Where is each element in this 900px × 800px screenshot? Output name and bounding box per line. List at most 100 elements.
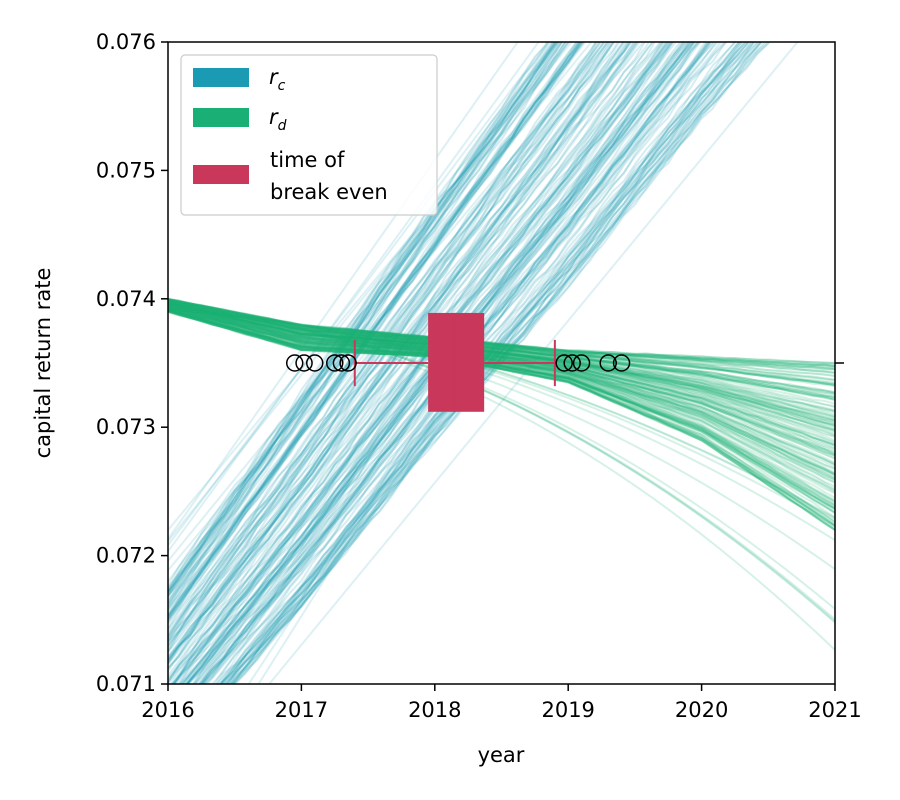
series-line [168, 300, 835, 395]
series-line [173, 42, 668, 684]
series-line [186, 42, 684, 684]
series-line [168, 304, 835, 458]
x-tick-label: 2021 [808, 698, 861, 722]
series-line [215, 42, 742, 684]
series-line [168, 42, 564, 606]
series-line [197, 42, 710, 684]
y-tick-label: 0.073 [96, 415, 156, 439]
series-line [168, 42, 599, 633]
series-line [168, 309, 835, 515]
series-line [179, 42, 690, 684]
series-line [168, 42, 570, 604]
series-line [229, 42, 767, 684]
boxplot-outlier [305, 354, 324, 372]
series-line [168, 42, 601, 639]
series-line [168, 42, 633, 665]
series-line [168, 42, 557, 595]
series-line [168, 302, 835, 427]
series-line [168, 299, 835, 386]
series-line [168, 309, 835, 519]
series-line [168, 297, 835, 364]
series-line [168, 299, 835, 381]
series-line [168, 304, 835, 456]
series-line [204, 42, 719, 684]
series-line [221, 42, 747, 684]
boxplot-outlier [285, 354, 304, 372]
series-line [194, 42, 702, 684]
series-line [193, 42, 710, 684]
series-line [168, 42, 564, 597]
series-line [168, 305, 835, 475]
series-rc-outlier-line [267, 42, 799, 684]
series-line [168, 42, 616, 652]
series-line [168, 42, 598, 630]
series-rc-outlier-line [257, 42, 665, 684]
series-line [168, 42, 632, 662]
series-line [219, 42, 748, 684]
series-rc-outlier-line [168, 42, 519, 540]
boxplot-outlier [563, 354, 581, 372]
series-line [168, 298, 835, 374]
series-line [168, 302, 835, 422]
series-line [168, 308, 835, 510]
series-line [168, 308, 835, 510]
legend-rc-swatch [193, 68, 249, 87]
series-line [168, 298, 835, 364]
series-line [168, 306, 835, 476]
series-line [168, 42, 625, 653]
series-line [168, 302, 835, 431]
series-line [219, 42, 741, 684]
series-line [168, 302, 835, 433]
series-line [168, 42, 650, 668]
series-line [168, 301, 835, 396]
series-line [168, 302, 835, 413]
series-line [168, 309, 835, 531]
series-line [168, 299, 835, 384]
series-rc-outlier-line [201, 42, 748, 684]
series-rc-outlier-line [231, 42, 702, 684]
series-line [168, 303, 835, 443]
series-line [172, 42, 665, 684]
series-rc-outlier-line [247, 42, 674, 684]
series-line [168, 301, 835, 401]
series-line [168, 42, 561, 598]
series-rc-outlier-line [168, 42, 540, 553]
series-line [168, 42, 645, 665]
series-line [168, 300, 835, 408]
series-line [168, 309, 835, 503]
series-line [229, 42, 756, 684]
series-line [185, 42, 696, 684]
series-line [168, 310, 835, 530]
series-line [213, 42, 737, 684]
series-line [168, 303, 835, 438]
series-line [168, 42, 585, 623]
series-line [168, 299, 835, 377]
series-line [168, 299, 835, 387]
series-line [168, 300, 835, 412]
series-line [168, 304, 835, 447]
series-line [168, 42, 564, 607]
series-line [198, 42, 709, 684]
series-line [168, 42, 609, 643]
series-line [185, 42, 692, 684]
series-line [168, 42, 552, 591]
series-line [168, 305, 835, 457]
series-line [168, 310, 835, 531]
series-line [168, 303, 835, 444]
series-line [168, 302, 835, 416]
series-line [191, 42, 693, 684]
series-line [168, 42, 560, 597]
series-rc-outlier-line [218, 42, 621, 684]
series-line [168, 42, 559, 594]
legend-break-even-line1: time of [270, 148, 345, 172]
series-line [168, 303, 835, 438]
series-line [168, 42, 636, 661]
series-line [168, 309, 835, 508]
series-line [168, 42, 550, 588]
series-line [168, 308, 835, 502]
series-line [168, 42, 664, 684]
series-line [185, 42, 694, 684]
series-line [168, 299, 835, 394]
series-line [168, 42, 578, 617]
series-rc-lines [168, 42, 799, 684]
